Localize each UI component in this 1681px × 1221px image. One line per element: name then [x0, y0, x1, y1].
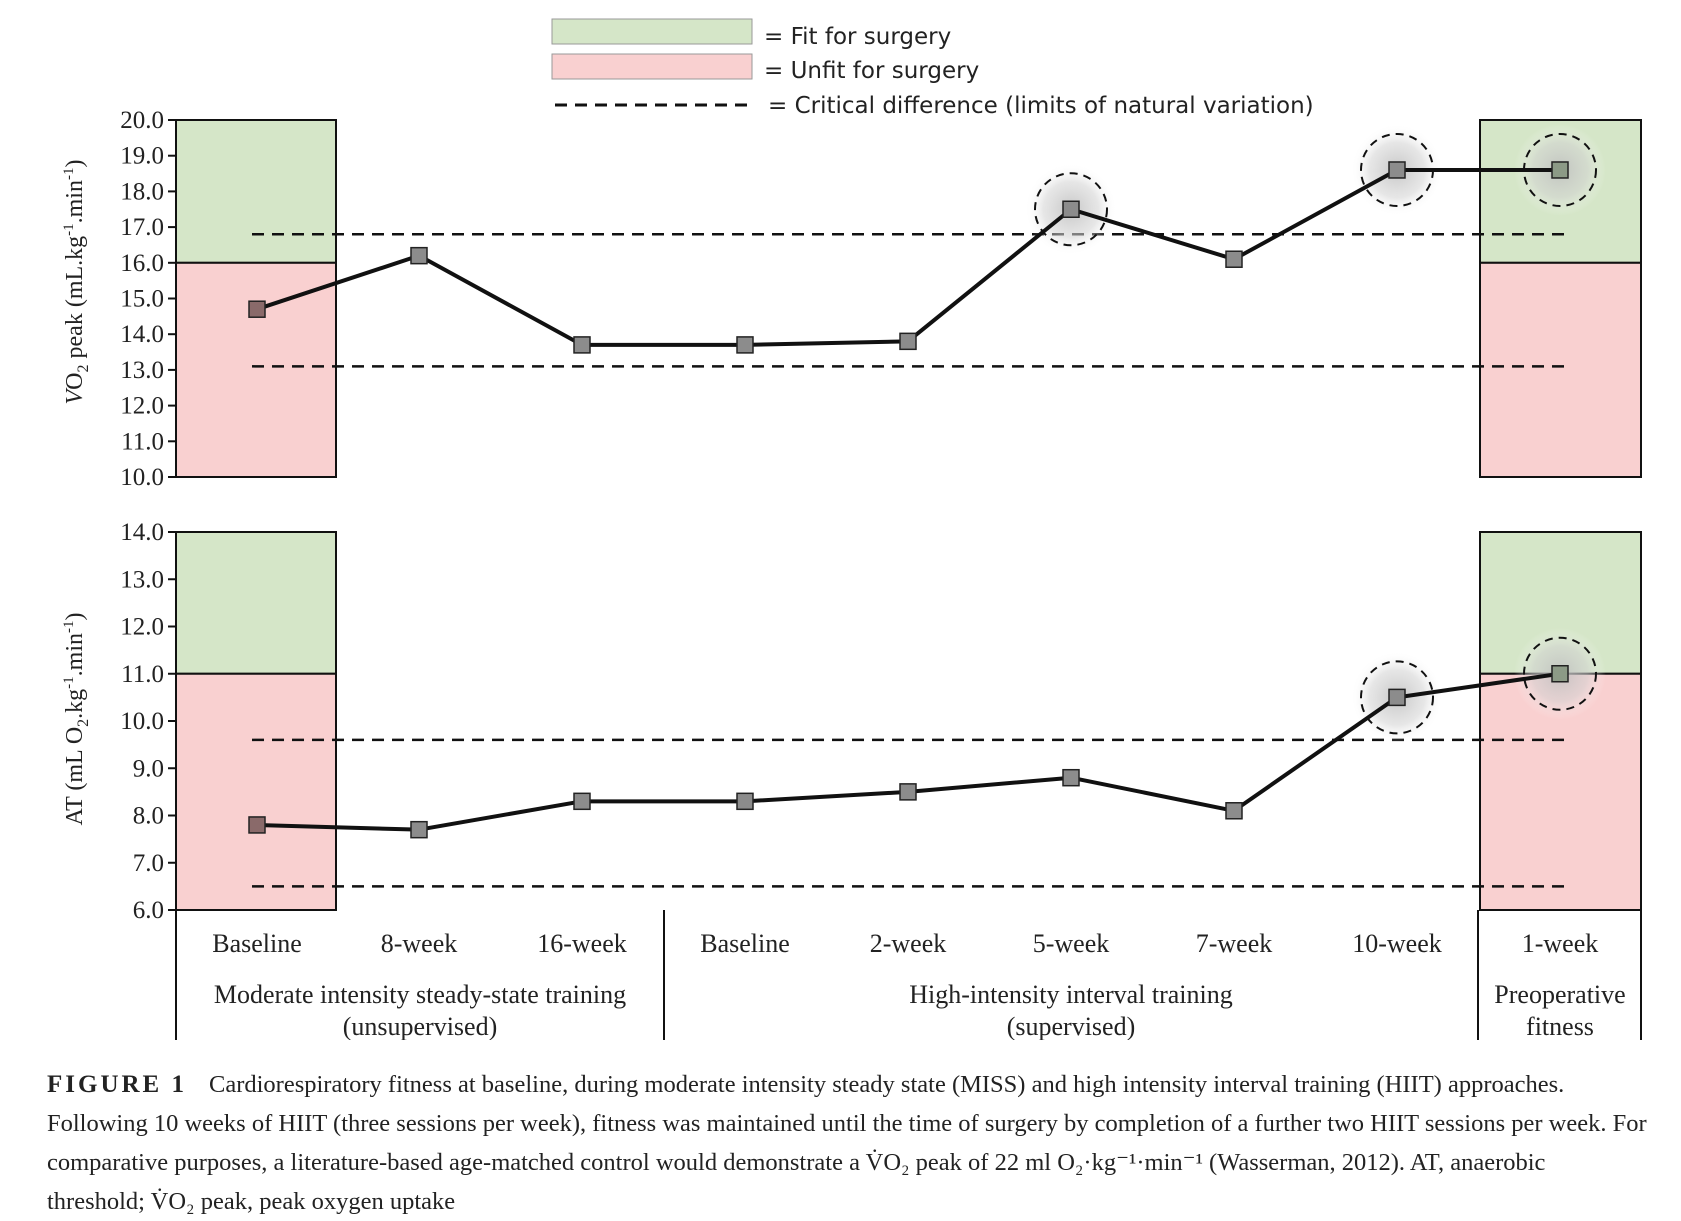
vo2-y-tick-label: 18.0	[120, 178, 164, 205]
at-point	[899, 783, 917, 801]
vo2-point	[1225, 250, 1243, 268]
vo2-point	[1062, 200, 1080, 218]
caption-label: FIGURE 1	[47, 1071, 187, 1098]
vo2-point	[1551, 161, 1569, 179]
vo2-y-axis-title: VO2 peak (mL.kg-1.min-1)	[61, 160, 92, 405]
legend-unfit-label: = Unfit for surgery	[764, 58, 979, 84]
x-tick-label: 16-week	[537, 929, 627, 958]
vo2-highlight-ring	[1034, 172, 1108, 247]
at-highlight-ring	[1360, 660, 1434, 735]
at-point	[248, 816, 266, 834]
vo2-point	[899, 332, 917, 351]
at-fit-zone-left	[175, 531, 337, 675]
at-point	[1062, 768, 1080, 787]
at-point	[736, 792, 754, 811]
group-label-preop-line2: fitness	[1526, 1012, 1594, 1040]
at-y-tick-label: 13.0	[120, 566, 164, 593]
x-tick-label: 5-week	[1033, 929, 1110, 958]
at-point	[573, 792, 591, 811]
x-tick-label: Baseline	[700, 929, 790, 958]
vo2-point	[736, 336, 754, 354]
x-tick-label: 8-week	[381, 929, 458, 958]
group-label-miss-line1: Moderate intensity steady-state training	[214, 980, 626, 1009]
vo2-point	[248, 300, 266, 318]
x-axis: Baseline 8-week 16-week Baseline 2-week 5-wee…	[175, 910, 1642, 1040]
group-label-miss-line2: (unsupervised)	[343, 1012, 498, 1040]
vo2-y-tick-label: 16.0	[120, 250, 164, 277]
vo2-y-tick-label: 20.0	[120, 107, 164, 134]
at-point	[1388, 688, 1406, 707]
vo2-y-tick-label: 17.0	[120, 214, 164, 241]
at-y-tick-label: 14.0	[120, 519, 164, 546]
at-point	[1225, 802, 1243, 820]
caption-text: Cardiorespiratory fitness at baseline, d…	[47, 1071, 1647, 1215]
vo2-y-tick-label: 13.0	[120, 357, 164, 384]
figure-caption: FIGURE 1 Cardiorespiratory fitness at bas…	[47, 1065, 1647, 1221]
at-point	[410, 820, 428, 839]
x-tick-label: 10-week	[1352, 929, 1442, 958]
vo2-point	[410, 246, 428, 265]
vo2-y-tick-label: 11.0	[121, 428, 164, 455]
x-tick-label: 1-week	[1522, 929, 1599, 958]
vo2-peak-chart: 10.0 11.0 12.0 13.0 14.0 15.0 16.0 17.0 18.0 19.0…	[61, 107, 1642, 491]
at-y-tick-label: 10.0	[120, 708, 164, 735]
at-unfit-zone-left	[175, 672, 337, 911]
at-y-tick-label: 7.0	[133, 850, 164, 877]
group-label-preop-line1: Preoperative	[1494, 980, 1625, 1009]
vo2-unfit-zone-right	[1479, 261, 1642, 478]
vo2-point	[573, 336, 591, 354]
vo2-y-tick-label: 12.0	[120, 393, 164, 420]
legend-unfit-swatch	[551, 53, 753, 80]
at-point	[1551, 665, 1569, 683]
legend-fit-label: = Fit for surgery	[764, 24, 951, 50]
at-y-tick-label: 12.0	[120, 614, 164, 641]
vo2-y-tick-label: 14.0	[120, 321, 164, 348]
vo2-fit-zone-left	[175, 119, 337, 264]
vo2-y-tick-label: 15.0	[120, 286, 164, 313]
x-tick-label: Baseline	[212, 929, 302, 958]
vo2-y-tick-label: 19.0	[120, 143, 164, 170]
group-label-hiit-line2: (supervised)	[1007, 1012, 1136, 1040]
at-y-tick-label: 11.0	[121, 661, 164, 688]
vo2-unfit-zone-left	[175, 261, 337, 478]
vo2-point	[1388, 161, 1406, 179]
vo2-y-tick-label: 10.0	[120, 464, 164, 491]
figure-chart: = Fit for surgery = Unfit for surgery = …	[61, 18, 1642, 1040]
x-tick-label: 2-week	[870, 929, 947, 958]
at-y-axis-title: AT (mL O2.kg-1.min-1)	[61, 612, 92, 825]
at-y-tick-label: 6.0	[133, 897, 164, 924]
group-label-hiit-line1: High-intensity interval training	[909, 980, 1233, 1009]
at-chart: 6.0 7.0 8.0 9.0 10.0 11.0 12.0 13.0 14.0 AT (mL …	[61, 519, 1642, 924]
x-tick-label: 7-week	[1196, 929, 1273, 958]
legend-critical-label: = Critical difference (limits of natural…	[768, 93, 1314, 119]
at-highlight-ring	[1523, 636, 1597, 711]
legend-fit-swatch	[551, 18, 753, 45]
at-y-tick-label: 9.0	[133, 755, 164, 782]
legend: = Fit for surgery = Unfit for surgery = …	[551, 18, 1314, 119]
at-y-tick-label: 8.0	[133, 803, 164, 830]
